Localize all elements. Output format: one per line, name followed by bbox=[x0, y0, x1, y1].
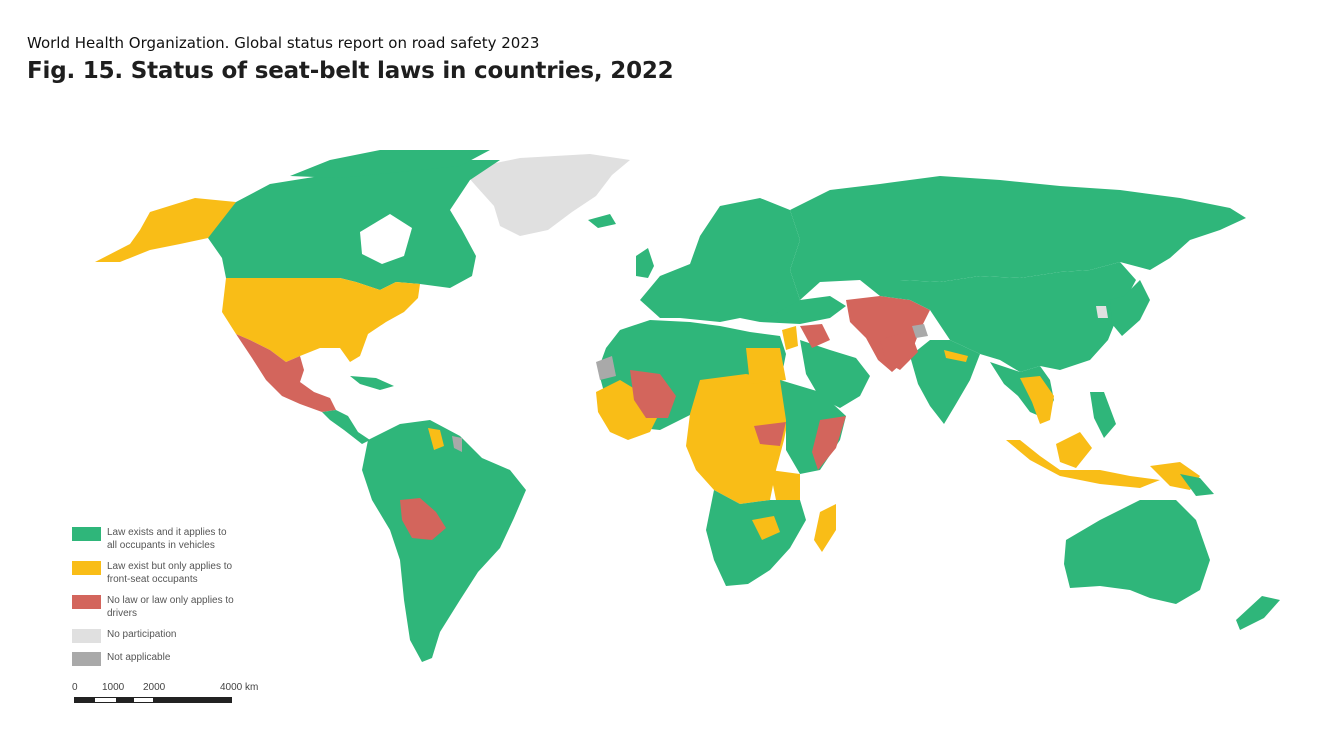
region-uk bbox=[636, 248, 654, 278]
region-hudson-bay bbox=[360, 214, 412, 264]
legend-swatch-red bbox=[72, 595, 101, 609]
legend-swatch-dark-gray bbox=[72, 652, 101, 666]
region-russia bbox=[790, 176, 1246, 300]
region-nepal bbox=[944, 350, 968, 362]
figure-title: Fig. 15. Status of seat-belt laws in cou… bbox=[27, 58, 674, 84]
legend-swatch-yellow bbox=[72, 561, 101, 575]
region-caribbean bbox=[350, 376, 394, 390]
region-borneo bbox=[1056, 432, 1092, 468]
region-bolivia bbox=[400, 498, 446, 540]
region-arctic-islands bbox=[290, 150, 490, 178]
region-new-zealand bbox=[1236, 596, 1280, 630]
region-somalia bbox=[812, 416, 846, 470]
region-central-africa-front bbox=[686, 374, 790, 504]
region-north-korea bbox=[1096, 306, 1108, 318]
region-papua-new-guinea bbox=[1180, 474, 1214, 496]
region-tanzania bbox=[770, 470, 800, 500]
region-europe bbox=[640, 198, 800, 322]
region-zimbabwe bbox=[752, 516, 780, 540]
region-southern-africa bbox=[706, 490, 806, 586]
scale-bar-track bbox=[74, 697, 232, 703]
region-sudan bbox=[746, 348, 786, 384]
region-mexico bbox=[236, 334, 336, 412]
scale-label-2000: 2000 bbox=[143, 682, 166, 693]
region-guyana bbox=[428, 428, 444, 450]
region-south-sudan bbox=[754, 422, 786, 446]
region-levant bbox=[782, 326, 798, 350]
region-western-sahara bbox=[596, 356, 616, 380]
region-french-guiana bbox=[452, 436, 462, 452]
region-philippines bbox=[1090, 392, 1116, 438]
scale-label-1000: 1000 bbox=[102, 682, 125, 693]
region-united-states bbox=[222, 278, 420, 362]
figure-source-line: World Health Organization. Global status… bbox=[27, 34, 540, 52]
region-central-america bbox=[322, 410, 370, 444]
legend-label: No participation bbox=[107, 629, 177, 640]
legend-label: No law or law only applies to drivers bbox=[107, 595, 234, 619]
legend-item-front-seat: Law exist but only applies to front-seat… bbox=[72, 560, 312, 586]
legend-item-all-occupants: Law exists and it applies to all occupan… bbox=[72, 526, 312, 552]
legend-label: Law exist but only applies to front-seat… bbox=[107, 561, 233, 585]
region-mali-niger bbox=[630, 370, 676, 418]
region-alaska bbox=[95, 198, 236, 262]
region-indonesia-malaysia bbox=[1006, 440, 1160, 488]
region-madagascar bbox=[814, 504, 836, 552]
region-arabian-peninsula bbox=[800, 340, 870, 408]
region-australia bbox=[1064, 500, 1210, 604]
region-south-america bbox=[362, 420, 526, 662]
region-pakistan bbox=[880, 330, 918, 370]
scale-label-0: 0 bbox=[72, 682, 78, 693]
region-greenland bbox=[462, 154, 630, 236]
legend-label: Not applicable bbox=[107, 652, 171, 663]
region-korea-japan bbox=[1110, 280, 1150, 336]
region-west-africa-front bbox=[596, 380, 660, 440]
region-kashmir bbox=[912, 324, 928, 338]
legend-swatch-light-gray bbox=[72, 629, 101, 643]
region-iraq bbox=[800, 324, 830, 348]
legend-item-no-law: No law or law only applies to drivers bbox=[72, 594, 312, 620]
region-canada bbox=[208, 160, 500, 290]
region-central-asia-china bbox=[860, 262, 1136, 372]
region-turkey-caucasus bbox=[760, 296, 846, 324]
legend-swatch-green bbox=[72, 527, 101, 541]
legend-item-not-applicable: Not applicable bbox=[72, 651, 312, 666]
region-vietnam-laos bbox=[1020, 376, 1054, 424]
legend-label: Law exists and it applies to all occupan… bbox=[107, 527, 227, 551]
region-iceland bbox=[588, 214, 616, 228]
map-legend: Law exists and it applies to all occupan… bbox=[72, 526, 312, 674]
map-scale-bar: 0 1000 2000 4000 km bbox=[72, 682, 272, 712]
scale-label-4000: 4000 km bbox=[220, 682, 259, 693]
legend-item-no-participation: No participation bbox=[72, 628, 312, 643]
